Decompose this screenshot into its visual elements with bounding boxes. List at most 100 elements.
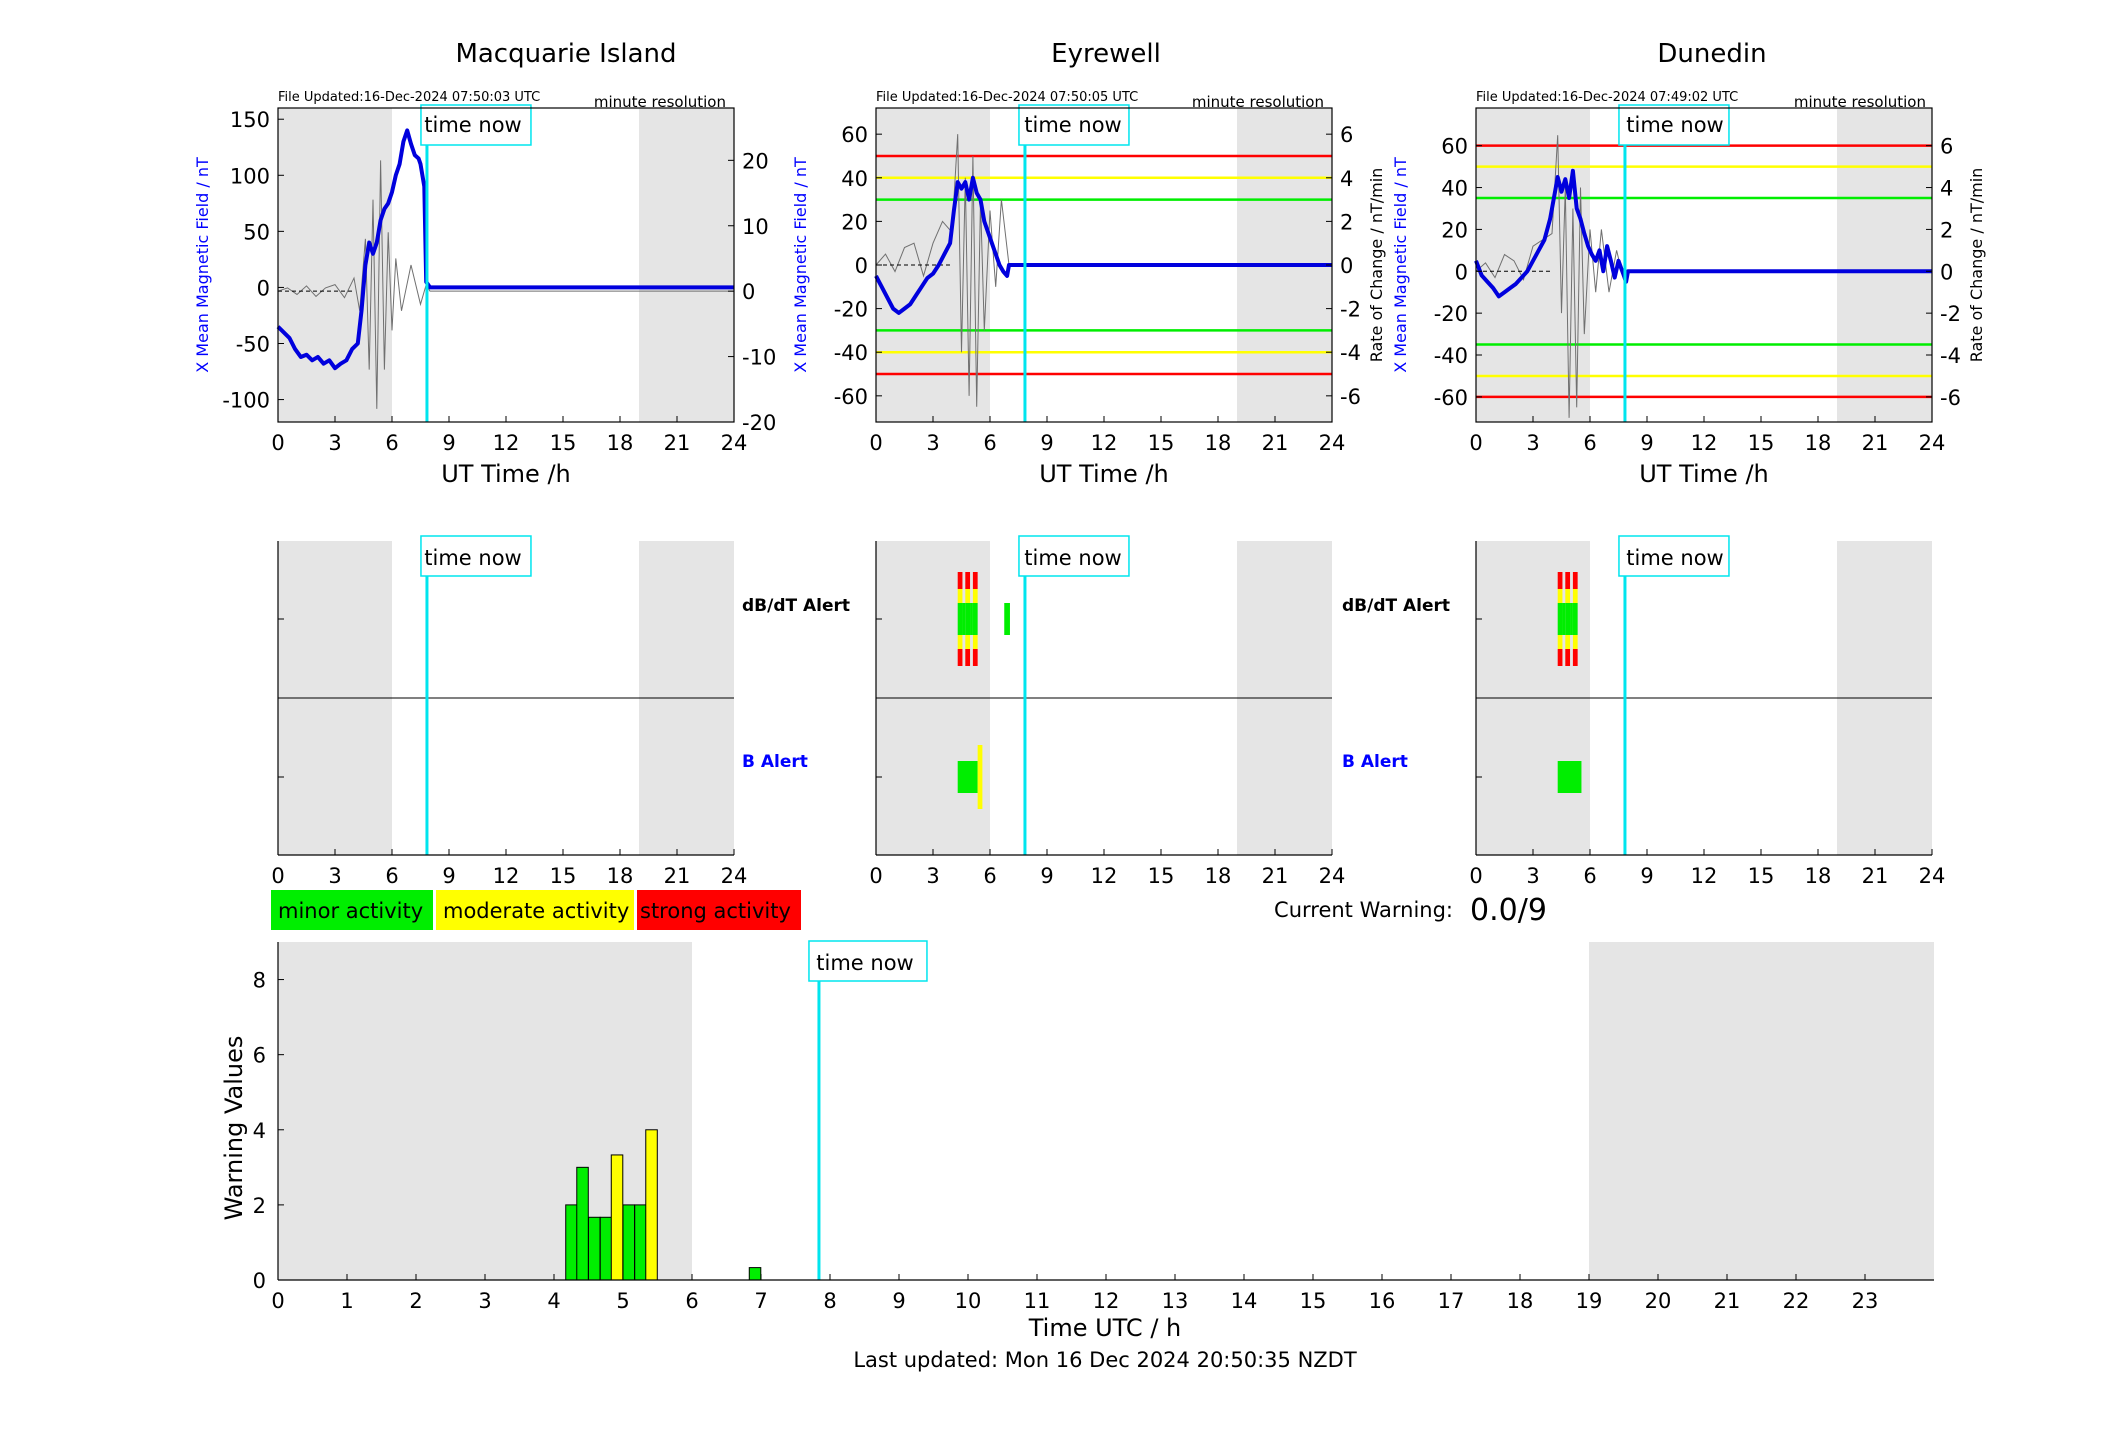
bottom-x-tick-label: 14 xyxy=(1231,1289,1258,1313)
warning-bar-moderate xyxy=(645,1129,658,1281)
x-tick-label: 6 xyxy=(1583,864,1596,888)
x-tick-label: 6 xyxy=(1583,431,1596,455)
dbdt-alert-bar-minor xyxy=(957,603,963,635)
dbdt-alert-bar-moderate xyxy=(1557,589,1563,603)
left-y-tick-label: 0 xyxy=(257,276,270,300)
bottom-x-tick-label: 3 xyxy=(478,1289,491,1313)
dbdt-alert-bar-strong xyxy=(1557,649,1563,666)
dbdt-alert-bar-strong xyxy=(1572,649,1578,666)
x-tick-label: 6 xyxy=(385,864,398,888)
bottom-x-tick-label: 1 xyxy=(340,1289,353,1313)
bottom-x-tick-label: 11 xyxy=(1024,1289,1051,1313)
file-updated-note: File Updated:16-Dec-2024 07:49:02 UTC xyxy=(1476,90,1738,105)
left-y-tick-label: -20 xyxy=(834,298,868,322)
x-tick-label: 9 xyxy=(1640,431,1653,455)
warning-bar-minor xyxy=(748,1267,762,1281)
dbdt-alert-bar-moderate xyxy=(1557,635,1563,649)
bottom-x-tick-label: 16 xyxy=(1369,1289,1396,1313)
x-tick-label: 15 xyxy=(1148,864,1175,888)
dbdt-alert-bar-strong xyxy=(972,572,978,589)
left-y-axis-label: X Mean Magnetic Field / nT xyxy=(193,157,212,373)
x-tick-label: 3 xyxy=(328,864,341,888)
night-shade-region xyxy=(278,108,392,422)
dbdt-alert-bar-strong xyxy=(957,649,963,666)
bottom-y-tick-label: 8 xyxy=(253,969,266,993)
x-tick-label: 24 xyxy=(1319,864,1346,888)
station-panel-dunedin: 0 3 6 9 12 15 18 21 24-60-40-200204060-6-4-20246… xyxy=(1391,39,1986,888)
time-now-box xyxy=(420,104,532,146)
mean-field-line xyxy=(1474,168,1932,299)
right-y-tick-label: 6 xyxy=(1340,123,1353,147)
legend-moderate-label: moderate activity xyxy=(443,899,629,923)
dbdt-alert-bar-moderate xyxy=(965,589,971,603)
legend-strong-swatch xyxy=(637,890,801,930)
left-y-tick-label: 20 xyxy=(841,210,868,234)
top-x-axis-label: UT Time /h xyxy=(441,460,571,488)
bottom-x-tick-label: 22 xyxy=(1783,1289,1810,1313)
x-tick-label: 15 xyxy=(550,431,577,455)
dbdt-alert-bar-minor xyxy=(965,603,971,635)
right-y-tick-label: -2 xyxy=(1940,302,1961,326)
x-tick-label: 0 xyxy=(1469,864,1482,888)
x-tick-label: 12 xyxy=(1091,431,1118,455)
x-tick-label: 18 xyxy=(1205,864,1232,888)
x-tick-label: 18 xyxy=(1805,864,1832,888)
right-y-tick-label: 6 xyxy=(1940,135,1953,159)
left-y-tick-label: -60 xyxy=(1434,386,1468,410)
x-tick-label: 15 xyxy=(550,864,577,888)
right-y-tick-label: 0 xyxy=(1340,254,1353,278)
x-tick-label: 6 xyxy=(983,864,996,888)
x-tick-label: 15 xyxy=(1748,431,1775,455)
left-y-tick-label: -40 xyxy=(834,341,868,365)
dbdt-alert-bar-strong xyxy=(972,649,978,666)
x-tick-label: 12 xyxy=(1691,864,1718,888)
x-tick-label: 21 xyxy=(664,431,691,455)
x-tick-label: 12 xyxy=(493,864,520,888)
mean-field-line xyxy=(276,128,734,371)
dbdt-alert-bar-minor xyxy=(962,603,966,635)
left-y-tick-label: 150 xyxy=(230,108,270,132)
left-y-tick-label: 50 xyxy=(243,220,270,244)
left-y-axis-label: X Mean Magnetic Field / nT xyxy=(791,157,810,373)
dbdt-alert-bar-strong xyxy=(1565,649,1571,666)
right-y-tick-label: 10 xyxy=(742,215,769,239)
x-tick-label: 6 xyxy=(983,431,996,455)
right-y-axis-label: Rate of Change / nT/min xyxy=(1367,168,1386,363)
bottom-x-tick-label: 19 xyxy=(1576,1289,1603,1313)
dbdt-alert-bar-strong xyxy=(965,649,971,666)
warning-bar-moderate xyxy=(610,1154,624,1281)
left-y-tick-label: 0 xyxy=(855,254,868,278)
bottom-x-tick-label: 21 xyxy=(1714,1289,1741,1313)
right-y-axis-label: Rate of Change / nT/min xyxy=(1967,168,1986,363)
bottom-x-tick-label: 12 xyxy=(1093,1289,1120,1313)
x-tick-label: 21 xyxy=(1862,431,1889,455)
time-now-label: time now xyxy=(1626,113,1723,137)
warning-bar-minor xyxy=(565,1204,578,1281)
left-y-tick-label: -20 xyxy=(1434,302,1468,326)
dbdt-alert-bar-moderate xyxy=(957,635,963,649)
station-title: Macquarie Island xyxy=(455,39,676,69)
right-y-tick-label: 0 xyxy=(1940,260,1953,284)
bottom-x-tick-label: 6 xyxy=(685,1289,698,1313)
legend-minor-label: minor activity xyxy=(278,899,423,923)
x-tick-label: 24 xyxy=(721,431,748,455)
x-tick-label: 24 xyxy=(721,864,748,888)
bottom-x-axis-label: Time UTC / h xyxy=(1028,1314,1182,1342)
dbdt-alert-bar-minor xyxy=(972,603,978,635)
x-tick-label: 3 xyxy=(1526,864,1539,888)
bottom-x-tick-label: 10 xyxy=(955,1289,982,1313)
x-tick-label: 18 xyxy=(607,864,634,888)
x-tick-label: 24 xyxy=(1919,431,1946,455)
b-alert-label-eyrewell: B Alert xyxy=(1342,752,1408,772)
dbdt-alert-bar-strong xyxy=(1557,572,1563,589)
dbdt-alert-bar-minor xyxy=(970,603,973,635)
b-alert-bar-minor xyxy=(957,761,978,793)
right-y-tick-label: -4 xyxy=(1940,344,1961,368)
top-x-axis-label: UT Time /h xyxy=(1039,460,1169,488)
left-y-tick-label: 100 xyxy=(230,164,270,188)
station-panel-macquarie-island: 0 3 6 9 12 15 18 21 24-100-50050100150-20-100102… xyxy=(193,39,776,888)
x-tick-label: 18 xyxy=(1805,431,1832,455)
file-updated-note: File Updated:16-Dec-2024 07:50:03 UTC xyxy=(278,90,540,105)
x-tick-label: 18 xyxy=(607,431,634,455)
